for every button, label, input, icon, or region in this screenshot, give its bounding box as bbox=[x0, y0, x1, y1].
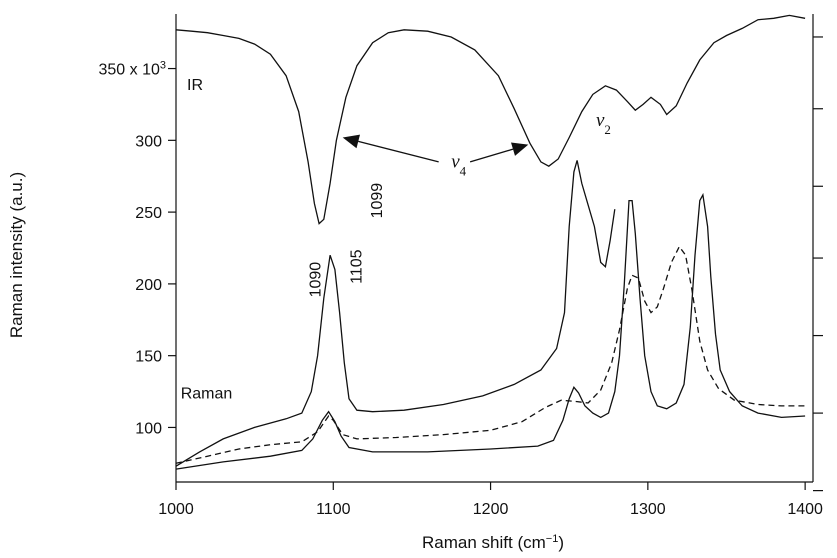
annotation-raman: Raman bbox=[181, 386, 233, 403]
arrow-line bbox=[358, 140, 439, 163]
y-top-tick-label: 350 x 103 bbox=[98, 60, 166, 79]
series-raman-2 bbox=[175, 192, 806, 470]
annotation-p1105: 1105 bbox=[349, 249, 366, 284]
y-tick-label: 200 bbox=[135, 277, 162, 294]
x-axis-title: Raman shift (cm−1) bbox=[422, 533, 564, 552]
series-ir bbox=[175, 14, 806, 225]
annotation-p1090: 1090 bbox=[308, 262, 325, 298]
y-tick-label: 100 bbox=[135, 420, 162, 437]
x-tick-label: 1200 bbox=[473, 501, 509, 518]
arrow-head bbox=[511, 142, 529, 156]
x-tick-label: 1000 bbox=[158, 501, 194, 518]
y-tick-label: 250 bbox=[135, 205, 162, 222]
x-tick-label: 1300 bbox=[630, 501, 666, 518]
annotation-ir: IR bbox=[187, 77, 203, 94]
y-axis-title: Raman intensity (a.u.) bbox=[7, 172, 26, 338]
x-tick-label: 1400 bbox=[787, 501, 823, 518]
y-tick-label: 300 bbox=[135, 133, 162, 150]
axes: 1000 1100 1200 1300 1400 100 150 200 250 300 bbox=[135, 14, 823, 518]
annotation-nu4: ν4 bbox=[451, 152, 466, 179]
x-tick-label: 1100 bbox=[316, 501, 351, 518]
arrow-line bbox=[469, 148, 514, 163]
series-layer bbox=[175, 14, 806, 470]
annotation-layer: IR Raman 1090 1099 1105 ν4 ν2 bbox=[181, 77, 611, 403]
annotation-nu2: ν2 bbox=[596, 110, 611, 137]
annotation-p1099: 1099 bbox=[369, 183, 386, 219]
arrow-head bbox=[342, 134, 360, 149]
series-raman-1 bbox=[175, 160, 616, 467]
y-tick-label: 150 bbox=[135, 349, 162, 366]
